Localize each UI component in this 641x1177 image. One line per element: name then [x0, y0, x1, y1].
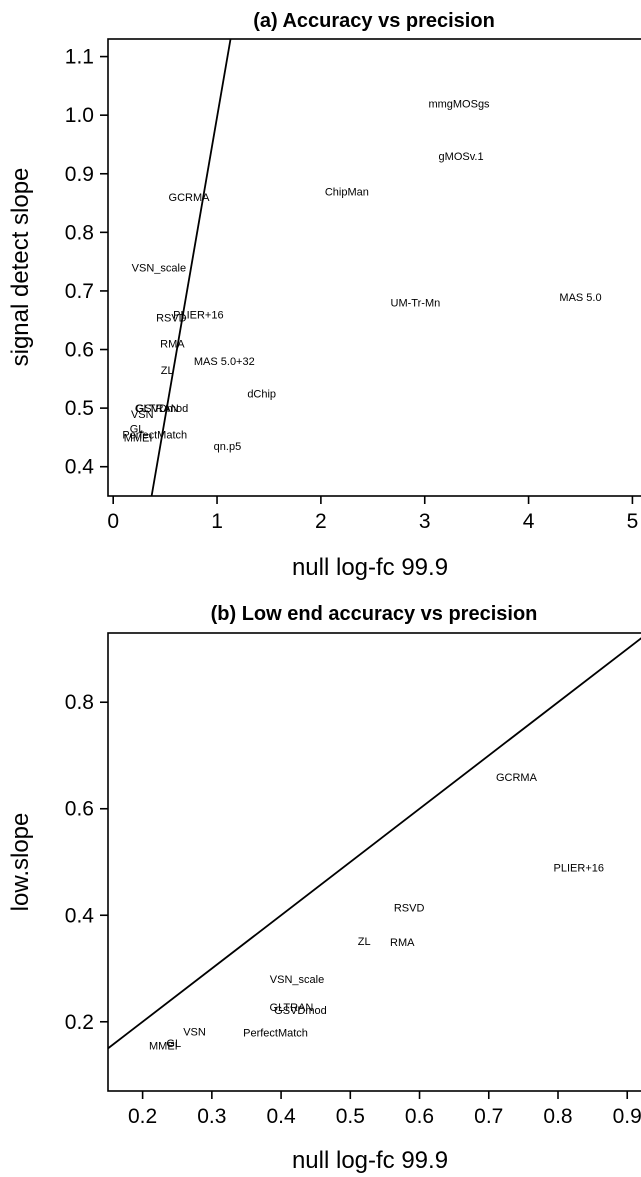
panel-a: (a) Accuracy vs precision 0.40.50.60.70.…	[7, 10, 641, 581]
b-x-tick-label: 0.5	[336, 1105, 365, 1128]
b-x-tick-label: 0.2	[128, 1105, 157, 1128]
a-point-label: MAS 5.0+32	[194, 356, 255, 368]
a-point-label: VSN_scale	[132, 263, 186, 275]
b-x-tick-label: 0.8	[543, 1105, 572, 1128]
a-y-tick-label: 0.8	[65, 221, 94, 244]
a-point-label: GSVDmod	[136, 403, 189, 415]
a-point-label: ChipMan	[325, 186, 369, 198]
panel-b-points: GCRMA PLIER+16 RSVD RMA ZL VSN_scale GLTRANGSV…	[149, 772, 604, 1053]
a-x-tick-label: 0	[107, 510, 119, 533]
b-point-label: GLTRAN	[270, 1002, 314, 1014]
a-y-tick-label: 0.6	[65, 339, 94, 362]
a-point-label: RMA	[160, 339, 185, 351]
b-y-tick-label: 0.2	[65, 1011, 94, 1034]
panel-a-y-ticks: 0.4 0.5 0.6 0.7 0.8 0.9 1.0 1.1	[65, 46, 108, 479]
a-point-label: mmgMOSgs	[428, 98, 490, 110]
panel-b-y-axis-label: low.slope	[7, 813, 34, 912]
b-point-label: ZL	[358, 936, 371, 948]
b-point-label: MMEI	[149, 1041, 178, 1053]
b-point-label: PerfectMatch	[243, 1027, 308, 1039]
a-x-tick-label: 1	[211, 510, 223, 533]
a-x-tick-label: 4	[523, 510, 535, 533]
a-point-label: MAS 5.0	[559, 292, 601, 304]
panel-b: (b) Low end accuracy vs precision 0.2 0.4…	[7, 603, 641, 1174]
b-y-tick-label: 0.4	[65, 904, 95, 927]
a-y-tick-label: 0.7	[65, 280, 94, 303]
a-point-label: qn.p5	[214, 441, 242, 453]
a-point-label: dChip	[247, 388, 276, 400]
b-point-label: PLIER+16	[554, 862, 604, 874]
a-point-label: PerfectMatch	[122, 429, 187, 441]
a-x-tick-label: 2	[315, 510, 327, 533]
a-point-label: MMEI	[124, 432, 153, 444]
a-point-label: GCRMA	[169, 192, 211, 204]
a-y-tick-label: 1.0	[65, 104, 94, 127]
panel-a-y-axis-label: signal detect slope	[7, 168, 34, 367]
b-x-tick-label: 0.6	[405, 1105, 434, 1128]
panel-b-x-axis-label: null log-fc 99.9	[292, 1147, 448, 1174]
panel-b-x-ticks: 0.2 0.3 0.4 0.5 0.6 0.7 0.8 0.9	[128, 1091, 641, 1128]
b-point-label: GCRMA	[496, 772, 538, 784]
b-point-label: RSVD	[394, 902, 425, 914]
panel-b-plot-frame	[107, 632, 641, 1092]
a-point-label: ZL	[161, 365, 174, 377]
panel-b-y-ticks: 0.2 0.4 0.6 0.8	[65, 691, 108, 1034]
a-y-tick-label: 0.5	[65, 397, 94, 420]
panel-a-reference-line	[150, 38, 232, 497]
panel-a-x-axis-label: null log-fc 99.9	[292, 554, 448, 581]
b-point-label: VSN	[183, 1026, 206, 1038]
a-x-tick-label: 5	[627, 510, 639, 533]
b-y-tick-label: 0.8	[65, 691, 94, 714]
panel-b-reference-line	[107, 637, 641, 1050]
a-point-label: GLTRAN	[135, 403, 179, 415]
a-point-label: VSN	[131, 409, 154, 421]
a-point-label: RSVD	[156, 312, 187, 324]
b-point-label: RMA	[390, 937, 415, 949]
a-y-tick-label: 0.4	[65, 456, 95, 479]
b-point-label: VSN_scale	[270, 974, 324, 986]
a-point-label: gMOSv.1	[439, 151, 484, 163]
a-point-label: GL	[130, 424, 145, 436]
b-x-tick-label: 0.9	[613, 1105, 641, 1128]
a-point-label: UM-Tr-Mn	[391, 298, 441, 310]
a-y-tick-label: 1.1	[65, 46, 94, 69]
panel-b-title: (b) Low end accuracy vs precision	[211, 603, 538, 625]
b-x-tick-label: 0.3	[197, 1105, 226, 1128]
b-x-tick-label: 0.7	[474, 1105, 503, 1128]
panel-a-x-ticks: 0 1 2 3 4 5	[107, 496, 638, 533]
panel-a-plot-frame	[107, 38, 641, 497]
b-x-tick-label: 0.4	[266, 1105, 296, 1128]
a-y-tick-label: 0.9	[65, 163, 94, 186]
a-point-label: PLIER+16	[173, 309, 223, 321]
a-x-tick-label: 3	[419, 510, 431, 533]
panel-a-points: mmgMOSgs gMOSv.1 ChipMan GCRMA VSN_scale MAS …	[122, 98, 601, 453]
panel-a-title: (a) Accuracy vs precision	[253, 10, 495, 32]
b-y-tick-label: 0.6	[65, 798, 94, 821]
b-point-label: GSVDmod	[274, 1005, 327, 1017]
b-point-label: GL	[166, 1038, 181, 1050]
